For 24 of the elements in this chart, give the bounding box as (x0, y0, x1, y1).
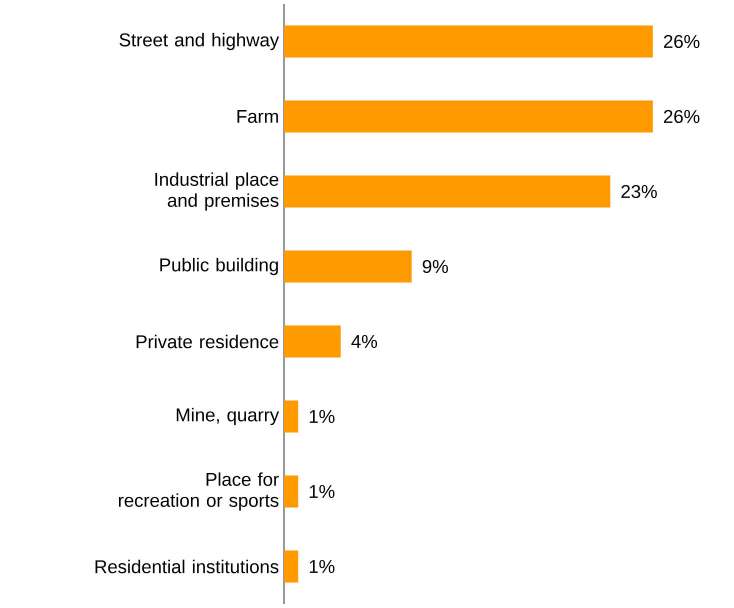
y-tick-label: Residential institutions (96, 560, 278, 574)
bar (284, 325, 341, 358)
data-label: 4% (351, 335, 378, 348)
data-label: 1% (310, 560, 334, 573)
y-tick-label: Private residence (136, 334, 278, 348)
data-label: 9% (422, 260, 448, 274)
bar (284, 250, 412, 282)
y-tick-label: Industrial place and premises (155, 172, 278, 211)
data-label: 23% (621, 184, 657, 198)
data-label: 1% (310, 485, 334, 498)
bar (284, 100, 653, 132)
bar (284, 475, 298, 508)
bar (284, 400, 298, 432)
y-tick-label: Street and highway (120, 32, 280, 50)
data-label: 26% (664, 34, 700, 48)
bar (284, 550, 298, 582)
bar (284, 26, 653, 58)
y-tick-label: Public building (160, 258, 278, 276)
y-tick-label: Farm (237, 110, 278, 123)
data-label: 26% (664, 110, 700, 124)
y-tick-label: Place for recreation or sports (118, 472, 279, 511)
bar (284, 176, 610, 208)
data-label: 1% (310, 410, 334, 423)
y-tick-label: Mine, quarry (176, 408, 280, 426)
